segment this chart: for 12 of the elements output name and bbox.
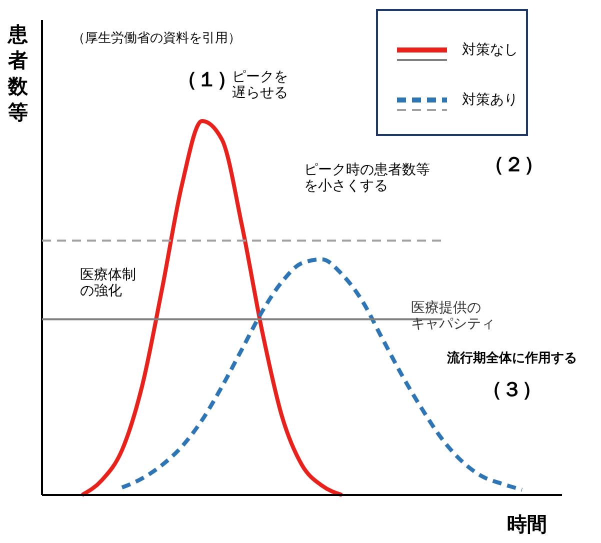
annotation: （２） [484,152,544,176]
annotation: 医療体制の強化 [80,267,136,299]
y-axis-title: 患者数等 [7,22,29,124]
ref-line-label: 医療提供のキャパシティ [411,300,496,332]
text: ピークを遅らせる [232,69,288,101]
legend-label: 対策なし [462,42,518,58]
annotation: （３） [482,377,542,401]
x-axis-title: 時間 [507,512,547,536]
legend-label: 対策あり [462,92,518,108]
text: （厚生労働省の資料を引用） [72,31,241,46]
annotation: ピーク時の患者数等を小さくする [304,162,430,194]
annotation: 流行期全体に作用する [446,350,577,366]
